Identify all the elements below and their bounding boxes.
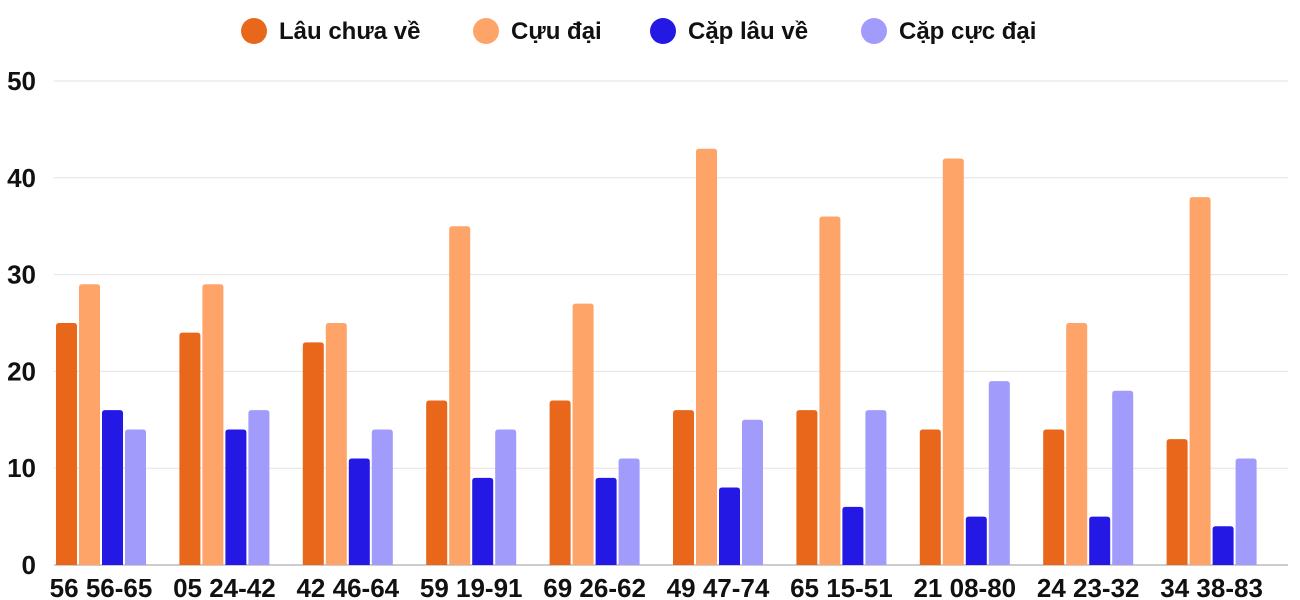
bar [56,323,77,565]
bar [742,419,763,565]
bar [202,284,224,565]
legend: Lâu chưa về Cựu đại Cặp lâu về Cặp cực đại [241,18,1036,45]
bar [595,477,617,565]
bar [842,506,864,565]
y-tick-label: 20 [7,356,36,386]
y-tick-label: 30 [7,260,36,290]
x-category-label: 05 24-42 [173,573,276,600]
bar [495,429,517,565]
bar [449,226,471,565]
bar [819,216,841,565]
bar [102,410,123,565]
x-category-label: 59 19-91 [420,573,523,600]
legend-label: Cặp lâu về [688,18,808,45]
x-category-label: 49 47-74 [667,573,770,600]
x-category-label: 56 56-65 [50,573,153,600]
bar [1212,526,1234,565]
bar [1043,429,1065,565]
x-category-label: 69 26-62 [543,573,646,600]
bar [1235,458,1257,565]
bar [1189,197,1211,565]
bar [865,410,887,565]
bar [302,342,324,565]
x-axis-labels: 56 56-65 05 24-42 42 46-64 59 19-91 69 26-62… [50,573,1263,600]
bar [618,458,640,565]
y-tick-label: 50 [7,66,36,96]
bar [426,400,448,565]
bar [79,284,100,565]
legend-label: Lâu chưa về [279,18,420,45]
bar [325,323,347,565]
legend-swatch [473,18,499,44]
bar [225,429,247,565]
x-category-label: 34 38-83 [1160,573,1263,600]
bar [919,429,941,565]
legend-swatch [241,18,267,44]
bars [56,148,1257,565]
bar [371,429,393,565]
bar [673,410,694,565]
bar [965,516,987,565]
bar [719,487,740,565]
bar [1066,323,1088,565]
y-axis-ticks: 0 10 20 30 40 50 [7,66,36,580]
bar [796,410,818,565]
bar [348,458,370,565]
bar [1089,516,1111,565]
x-category-label: 65 15-51 [790,573,893,600]
x-category-label: 42 46-64 [296,573,399,600]
y-tick-label: 10 [7,453,36,483]
y-tick-label: 40 [7,163,36,193]
x-category-label: 21 08-80 [913,573,1016,600]
bar [472,477,494,565]
legend-swatch [650,18,676,44]
bar [942,158,964,565]
x-category-label: 24 23-32 [1037,573,1140,600]
bar [572,303,594,565]
bar [1112,390,1134,565]
bar [696,148,717,565]
bar [1166,439,1188,565]
bar [248,410,270,565]
bar [179,332,201,565]
legend-label: Cặp cực đại [899,18,1036,45]
bar [549,400,571,565]
bar [988,381,1010,565]
bar [125,429,146,565]
legend-swatch [861,18,887,44]
legend-label: Cựu đại [511,18,602,45]
y-tick-label: 0 [22,550,36,580]
